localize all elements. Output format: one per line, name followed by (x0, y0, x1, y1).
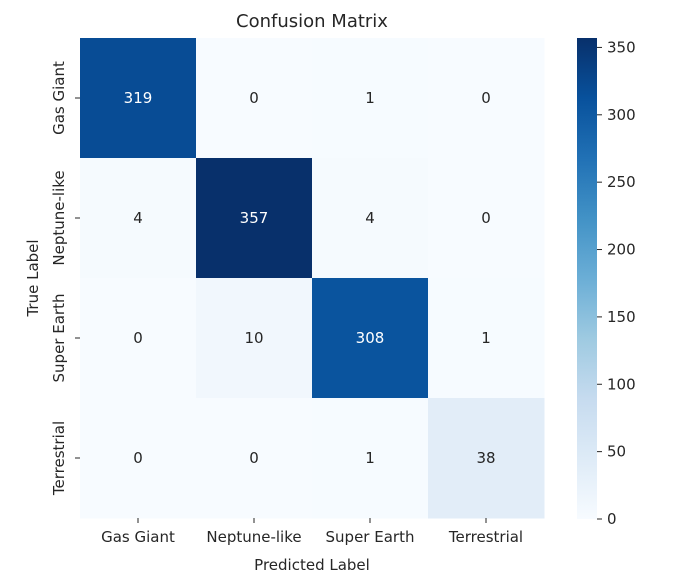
heatmap-cell-r0-c2 (312, 38, 429, 159)
colorbar-tick-label-350: 350 (607, 38, 636, 56)
heatmap-cells (80, 38, 545, 519)
heatmap-cell-r1-c1 (196, 158, 313, 279)
x-axis-label: Predicted Label (254, 556, 370, 574)
y-tick-label-terrestrial: Terrestrial (50, 421, 68, 496)
heatmap-cell-r3-c2 (312, 398, 429, 519)
heatmap-cell-r1-c3 (428, 158, 545, 279)
x-tick-label-super-earth: Super Earth (326, 528, 415, 546)
x-axis-ticks: Gas Giant Neptune-like Super Earth Terrestr… (101, 518, 523, 546)
cell-value-r2-c3: 1 (481, 329, 491, 347)
heatmap-cell-r1-c2 (312, 158, 429, 279)
heatmap-cell-r2-c0 (80, 278, 197, 399)
heatmap-cell-r3-c0 (80, 398, 197, 519)
heatmap-cell-r2-c3 (428, 278, 545, 399)
x-tick-label-gas-giant: Gas Giant (101, 528, 175, 546)
colorbar-tick-label-250: 250 (607, 173, 636, 191)
cell-value-r1-c1: 357 (240, 209, 269, 227)
y-tick-label-super-earth: Super Earth (50, 294, 68, 383)
heatmap-cell-r1-c0 (80, 158, 197, 279)
cell-value-r1-c2: 4 (365, 209, 375, 227)
cell-value-r3-c1: 0 (249, 449, 259, 467)
y-axis-ticks: Gas Giant Neptune-like Super Earth Terrestr… (50, 61, 80, 496)
cell-value-r0-c2: 1 (365, 89, 375, 107)
cell-value-r1-c0: 4 (133, 209, 143, 227)
cell-value-r0-c0: 319 (124, 89, 153, 107)
y-tick-label-neptune-like: Neptune-like (50, 170, 68, 265)
heatmap-cell-r0-c0 (80, 38, 197, 159)
colorbar-tick-label-200: 200 (607, 241, 636, 259)
colorbar-tick-label-300: 300 (607, 106, 636, 124)
x-tick-label-neptune-like: Neptune-like (206, 528, 301, 546)
cell-value-r2-c0: 0 (133, 329, 143, 347)
cell-value-r0-c3: 0 (481, 89, 491, 107)
y-tick-label-gas-giant: Gas Giant (50, 61, 68, 135)
colorbar-tick-label-50: 50 (607, 443, 626, 461)
heatmap-cell-r2-c1 (196, 278, 313, 399)
chart-title: Confusion Matrix (236, 11, 388, 32)
heatmap-cell-labels: 319 0 1 04 357 4 00 10 308 10 0 1 38 (124, 89, 496, 467)
colorbar: 0 50 100 150 200 250 300 350 (577, 38, 636, 528)
cell-value-r2-c1: 10 (244, 329, 263, 347)
heatmap-cell-r0-c3 (428, 38, 545, 159)
cell-value-r3-c0: 0 (133, 449, 143, 467)
cell-value-r3-c3: 38 (476, 449, 495, 467)
heatmap-cell-r0-c1 (196, 38, 313, 159)
heatmap-cell-r3-c1 (196, 398, 313, 519)
heatmap-cell-r2-c2 (312, 278, 429, 399)
cell-value-r0-c1: 0 (249, 89, 259, 107)
cell-value-r1-c3: 0 (481, 209, 491, 227)
colorbar-gradient (577, 38, 597, 519)
cell-value-r3-c2: 1 (365, 449, 375, 467)
cell-value-r2-c2: 308 (356, 329, 385, 347)
y-axis-label: True Label (24, 239, 42, 317)
colorbar-tick-label-100: 100 (607, 375, 636, 393)
x-tick-label-terrestrial: Terrestrial (448, 528, 523, 546)
colorbar-tick-label-150: 150 (607, 308, 636, 326)
colorbar-tick-label-0: 0 (607, 510, 617, 528)
heatmap-cell-r3-c3 (428, 398, 545, 519)
colorbar-ticks: 0 50 100 150 200 250 300 350 (597, 38, 636, 528)
